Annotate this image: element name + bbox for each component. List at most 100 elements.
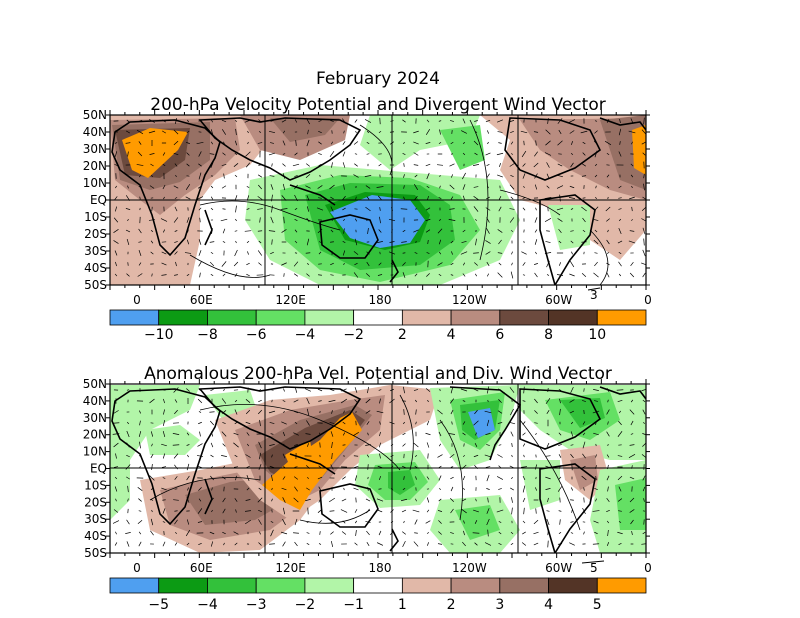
wind-vector xyxy=(413,541,419,547)
wind-vector xyxy=(306,487,310,491)
wind-vector xyxy=(114,250,118,256)
wind-vector xyxy=(126,273,130,277)
wind-vector xyxy=(522,520,526,524)
wind-vector xyxy=(642,196,646,200)
wind-vector xyxy=(426,420,430,426)
wind-vector xyxy=(150,453,154,459)
wind-vector xyxy=(414,532,418,534)
wind-vector xyxy=(486,273,490,277)
wind-vector xyxy=(342,195,346,201)
wind-vector xyxy=(582,141,586,145)
wind-vector xyxy=(341,531,347,535)
wind-vector xyxy=(510,531,514,535)
wind-vector xyxy=(354,399,358,403)
wind-vector xyxy=(425,128,431,136)
wind-vector xyxy=(365,444,371,446)
wind-vector xyxy=(305,388,311,392)
wind-vector xyxy=(163,398,165,404)
colorbar-swatch xyxy=(158,309,208,326)
wind-vector xyxy=(354,238,358,246)
wind-vector xyxy=(329,150,335,158)
wind-vector xyxy=(521,466,527,468)
wind-vector xyxy=(593,219,599,221)
wind-vector xyxy=(270,389,274,391)
wind-vector xyxy=(534,173,538,179)
wind-vector xyxy=(343,410,345,414)
wind-vector xyxy=(595,197,597,199)
lat-label: 20S xyxy=(84,495,107,509)
wind-vector xyxy=(186,519,190,525)
wind-vector xyxy=(114,196,118,200)
wind-vector xyxy=(221,431,227,437)
wind-vector xyxy=(606,541,610,547)
wind-vector xyxy=(570,499,574,501)
lon-label: 180 xyxy=(369,561,392,575)
wind-vector xyxy=(462,172,466,180)
wind-vector xyxy=(270,251,274,255)
wind-vector xyxy=(160,218,168,222)
wind-vector xyxy=(463,530,465,536)
wind-vector xyxy=(544,252,552,254)
wind-vector xyxy=(473,206,479,212)
wind-vector xyxy=(198,163,202,167)
wind-vector xyxy=(305,252,311,254)
wind-vector xyxy=(282,173,286,179)
wind-vector xyxy=(234,249,238,257)
colorbar-swatch xyxy=(596,577,647,594)
wind-vector xyxy=(198,239,202,245)
wind-vector xyxy=(233,261,239,267)
wind-vector xyxy=(462,229,466,233)
wind-vector xyxy=(510,141,514,145)
wind-vector xyxy=(221,164,227,166)
wind-vector xyxy=(282,541,286,547)
wind-vector xyxy=(329,388,335,392)
wind-vector xyxy=(306,263,310,265)
wind-vector xyxy=(630,420,634,426)
lat-label: 20N xyxy=(83,159,107,173)
wind-vector xyxy=(545,455,551,457)
wind-vector xyxy=(246,240,250,244)
colorbar-swatch xyxy=(255,577,306,594)
colorbar-swatch xyxy=(353,309,403,326)
wind-vector xyxy=(449,453,455,459)
wind-vector xyxy=(487,399,489,403)
wind-vector xyxy=(510,230,514,232)
wind-vector xyxy=(642,486,646,492)
wind-vector xyxy=(115,261,117,267)
wind-vector xyxy=(557,486,563,492)
wind-vector xyxy=(462,184,466,190)
wind-vector xyxy=(317,228,323,234)
wind-vector xyxy=(463,443,465,447)
wind-vector xyxy=(474,131,478,133)
wind-vector xyxy=(533,519,539,525)
wind-vector xyxy=(318,153,322,155)
lat-label: 10S xyxy=(84,210,107,224)
wind-vector xyxy=(222,531,226,535)
wind-vector xyxy=(365,398,371,404)
wind-vector xyxy=(139,441,141,449)
wind-vector xyxy=(330,464,334,470)
wind-vector xyxy=(403,409,405,415)
colorbar-label: −5 xyxy=(148,597,169,613)
wind-vector xyxy=(317,185,323,189)
wind-vector xyxy=(293,432,299,436)
wind-vector xyxy=(450,386,454,394)
wind-vector xyxy=(631,206,633,212)
wind-vector xyxy=(233,442,239,448)
wind-vector xyxy=(342,219,346,221)
wind-vector xyxy=(630,433,634,435)
wind-vector xyxy=(245,162,251,168)
wind-vector xyxy=(487,141,489,145)
wind-vector xyxy=(365,521,371,523)
wind-vector xyxy=(403,174,405,178)
wind-vector xyxy=(618,521,622,523)
wind-vector xyxy=(496,509,504,513)
colorbar-swatch xyxy=(353,577,403,594)
wind-vector xyxy=(496,476,504,480)
wind-vector xyxy=(606,185,610,189)
wind-vector xyxy=(113,466,119,468)
wind-vector xyxy=(150,518,154,526)
wind-vector xyxy=(523,507,525,515)
wind-vector xyxy=(497,272,503,278)
wind-vector xyxy=(582,217,586,223)
